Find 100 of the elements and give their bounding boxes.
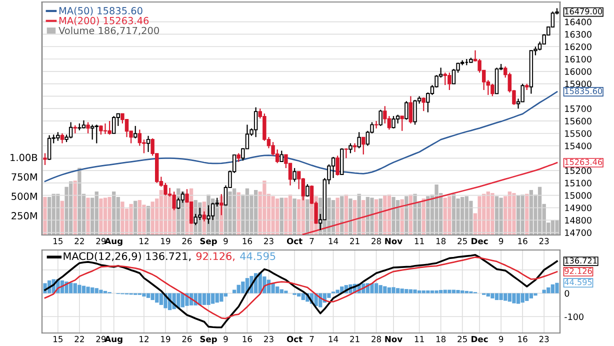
candlestick: [86, 122, 90, 134]
x-tick-label: Aug: [104, 336, 122, 344]
bar: [448, 290, 452, 294]
legend-label: MA(50) 15835.60: [59, 6, 142, 16]
bar: [159, 293, 164, 305]
candlestick: [112, 115, 116, 134]
bar: [430, 290, 434, 294]
bar: [284, 198, 288, 235]
x-tick-label: Nov: [385, 336, 402, 342]
y-tick-label: 16100: [565, 56, 592, 62]
bar: [546, 287, 550, 294]
bar: [494, 293, 499, 300]
candlestick: [176, 197, 180, 210]
y2-tick-label: 750M: [12, 173, 37, 181]
bar: [499, 198, 503, 235]
bar: [417, 290, 422, 294]
bar: [86, 198, 90, 235]
x-tick-label: 29: [96, 238, 106, 244]
bar: [490, 193, 494, 235]
candlestick: [448, 72, 452, 91]
x-tick-label: 15: [54, 336, 62, 342]
bar: [210, 293, 215, 304]
x-tick-label: 11: [414, 238, 424, 244]
x-tick-label: 9: [498, 238, 504, 244]
text: 136.721: [565, 258, 597, 264]
bar: [520, 194, 524, 235]
x-tick-label: 11: [414, 336, 424, 342]
candlestick: [490, 83, 494, 97]
bar: [284, 290, 288, 294]
bar: [86, 286, 90, 294]
x-tick-label: Oct: [286, 336, 302, 342]
candlestick: [331, 156, 336, 179]
candlestick: [378, 109, 382, 126]
bar: [542, 290, 546, 294]
y-tick-label: 14700: [565, 229, 592, 236]
bar: [550, 284, 555, 294]
candlestick: [94, 124, 98, 144]
y-tick-label: -100: [564, 313, 584, 320]
bar: [99, 290, 103, 294]
y-tick-label: 16000: [565, 68, 592, 75]
candlestick: [357, 132, 361, 149]
y-tick-label: 15100: [565, 180, 592, 186]
bar: [306, 199, 310, 235]
x-tick-label: 7: [310, 336, 314, 342]
bar: [404, 289, 408, 294]
candlestick: [60, 132, 64, 144]
candlestick: [306, 184, 310, 198]
x-tick-label: 9: [224, 238, 228, 244]
x-tick-label: 23: [539, 238, 549, 244]
series-label: 44.595: [564, 279, 592, 286]
candlestick: [254, 106, 258, 138]
bar: [78, 284, 82, 294]
x-tick-label: 15: [54, 238, 62, 244]
bar: [271, 196, 275, 235]
x-tick-label: 23: [539, 336, 549, 342]
y-tick-label: 16200: [565, 43, 592, 50]
bar: [370, 198, 374, 235]
x-tick-label: 9: [224, 336, 228, 342]
candlestick: [47, 134, 52, 161]
bar: [99, 198, 103, 235]
candlestick: [422, 96, 426, 112]
x-tick-label: 21: [350, 238, 360, 244]
legend-label: MACD(12,26,9) 136.721,: [64, 252, 191, 262]
x-tick-label: Sep: [200, 336, 217, 344]
bar: [490, 293, 494, 298]
bar: [413, 194, 417, 235]
bar: [236, 284, 240, 294]
bar: [68, 282, 73, 294]
candlestick: [408, 96, 413, 124]
candlestick: [404, 100, 408, 120]
bar: [555, 220, 559, 235]
candlestick: [103, 122, 108, 135]
bar: [348, 198, 352, 235]
candlestick: [374, 120, 378, 129]
line-series: [44, 254, 558, 328]
y2-tick-label: 500M: [12, 192, 37, 200]
bar: [413, 290, 417, 294]
candlestick: [344, 148, 348, 159]
x-tick-label: 21: [350, 336, 360, 342]
x-tick-label: Nov: [385, 238, 402, 244]
bar: [43, 196, 47, 235]
x-tick-label: 28: [372, 336, 382, 342]
x-tick-label: Dec: [472, 238, 488, 244]
y-tick-label: 15500: [565, 130, 592, 137]
text: 15835.60: [565, 88, 602, 94]
candlestick: [146, 135, 150, 153]
candlestick: [362, 136, 366, 155]
bar: [478, 196, 482, 235]
bar: [228, 192, 232, 235]
y2-tick-label: 1.00B: [10, 154, 38, 162]
y-tick-label: 15900: [565, 80, 592, 88]
x-tick-label: 25: [458, 238, 467, 244]
legend-label: MA(200) 15263.46: [59, 16, 149, 26]
bar: [452, 290, 456, 294]
x-tick-label: 18: [436, 336, 446, 342]
x-tick-label: 12: [140, 336, 148, 342]
bar: [434, 290, 438, 294]
bar: [108, 196, 112, 235]
candlestick: [348, 142, 352, 154]
candlestick: [90, 124, 94, 140]
